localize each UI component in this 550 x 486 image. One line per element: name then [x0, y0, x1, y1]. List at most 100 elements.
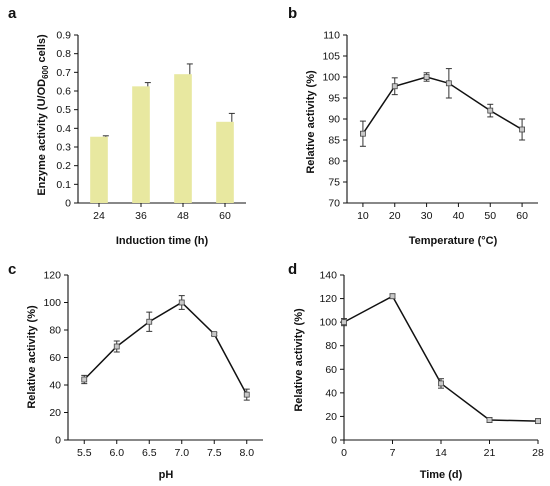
- panel-a-y-tick-label: 0.9: [56, 30, 71, 42]
- panel-b-data-point: [423, 74, 430, 80]
- panel-a-x-tick-label: 60: [219, 210, 231, 222]
- panel-d-x-tick-label: 7: [390, 447, 396, 459]
- panel-c-y-tick-label: 20: [49, 407, 61, 419]
- panel-b-y-tick-label: 90: [328, 114, 340, 126]
- panel-a-bar: [90, 136, 108, 203]
- panel-a-y-tick-label: 0.2: [56, 160, 71, 172]
- panel-d-x-tick-label: 28: [532, 447, 544, 459]
- panel-d-marks: 0 20 40 60 80 100 120 140 0 7 14 21 28: [319, 270, 544, 460]
- panel-b-data-point: [519, 126, 525, 133]
- panel-b-y-tick-label: 70: [328, 198, 340, 210]
- panel-c-data-point: [81, 376, 88, 383]
- panel-c-x-tick-label: 6.5: [142, 447, 157, 459]
- panel-a-y-tick-label: 0.4: [56, 123, 71, 135]
- panel-b-x-tick-label: 40: [453, 210, 465, 222]
- panel-c-data-point: [178, 299, 185, 306]
- panel-c-y-tick-label: 80: [49, 325, 61, 337]
- panel-b-y-tick-label: 85: [328, 135, 340, 147]
- panel-c-y-tick-label: 100: [43, 297, 61, 309]
- panel-c-y-tick-label: 120: [43, 270, 61, 282]
- panel-b-y-tick-label: 105: [322, 51, 340, 63]
- panel-a-bar: [174, 74, 192, 203]
- panel-a-y-tick-label: 0.3: [56, 142, 71, 154]
- panel-d-x-tick-label: 21: [484, 447, 496, 459]
- panel-b-y-axis-title: Relative activity (%): [305, 70, 317, 174]
- panel-a-y-tick-label: 0.7: [56, 67, 71, 79]
- panel-b-x-tick-label: 10: [357, 210, 369, 222]
- panel-a-y-tick-label: 0.6: [56, 86, 71, 98]
- panel-b-temperature-line-chart: b 70 75 80 85 90 95 100 105 110 10 20 30 40 50 60 Temp…: [288, 5, 538, 247]
- panel-d-data-point: [486, 417, 493, 423]
- panel-a-x-tick-label: 24: [93, 210, 105, 222]
- panel-d-time-line-chart: d 0 20 40 60 80 100 120 140 0 7 14 21 28 Time (d) Re…: [288, 261, 544, 481]
- panel-b-x-tick-label: 30: [421, 210, 433, 222]
- panel-a-enzyme-activity-bar-chart: a 0 0.1 0.2 0.3 0.4 0.5 0.6 0.7 0.8 0.9 24 36 48 60 I…: [8, 5, 246, 247]
- panel-c-data-point: [211, 331, 218, 338]
- panel-c-data-point: [243, 391, 250, 398]
- panel-d-x-axis-title: Time (d): [420, 469, 463, 481]
- panel-c-data-point: [146, 318, 153, 325]
- panel-b-x-tick-label: 20: [389, 210, 401, 222]
- panel-d-y-tick-label: 0: [331, 435, 337, 447]
- panel-c-y-axis-title: Relative activity (%): [26, 305, 38, 409]
- panel-a-marks: 0 0.1 0.2 0.3 0.4 0.5 0.6 0.7 0.8 0.9 24 36 48 60: [56, 30, 246, 222]
- panel-c-x-tick-label: 7.0: [174, 447, 189, 459]
- panel-c-marks: 0 20 40 60 80 100 120 5.5 6.0 6.5 7.0 7.5 8.0: [43, 270, 263, 459]
- panel-c-x-axis-title: pH: [159, 469, 174, 481]
- panel-a-y-axis-title-subscript: 600: [41, 65, 50, 79]
- panel-b-y-tick-label: 100: [322, 72, 340, 84]
- panel-a-y-tick-label: 0: [65, 198, 71, 210]
- panel-d-data-point: [438, 380, 444, 387]
- panel-letter-b: b: [288, 5, 297, 22]
- panel-a-x-tick-label: 36: [135, 210, 147, 222]
- panel-d-data-point: [535, 418, 541, 425]
- panel-c-x-tick-label: 7.5: [207, 447, 222, 459]
- panel-b-series-line: [362, 76, 523, 135]
- panel-d-y-tick-label: 140: [319, 270, 337, 282]
- panel-a-y-tick-label: 0.1: [56, 179, 71, 191]
- panel-d-y-tick-label: 20: [325, 411, 337, 423]
- panel-d-y-tick-label: 120: [319, 293, 337, 305]
- panel-a-y-axis-title-main: Enzyme activity (U/OD: [36, 79, 48, 196]
- panel-a-bar: [132, 86, 150, 203]
- panel-letter-c: c: [8, 261, 16, 278]
- panel-d-data-point: [341, 319, 347, 326]
- panel-d-x-tick-label: 0: [341, 447, 347, 459]
- panel-b-data-point: [360, 130, 366, 137]
- panel-b-x-tick-label: 50: [484, 210, 496, 222]
- panel-a-x-tick-label: 48: [177, 210, 189, 222]
- panel-c-y-tick-label: 60: [49, 352, 61, 364]
- panel-b-data-point: [445, 80, 452, 87]
- panel-c-x-tick-label: 8.0: [239, 447, 254, 459]
- panel-letter-a: a: [8, 5, 17, 22]
- panel-c-x-tick-label: 6.0: [109, 447, 124, 459]
- panel-b-marks: 70 75 80 85 90 95 100 105 110 10 20 30 40 50 60: [322, 30, 538, 222]
- panel-a-y-axis-title: Enzyme activity (U/OD600 cells): [36, 34, 50, 196]
- panel-b-y-tick-label: 95: [328, 93, 340, 105]
- panel-b-data-point: [487, 107, 494, 114]
- panel-c-ph-line-chart: c 0 20 40 60 80 100 120 5.5 6.0 6.5 7.0 7.5 8.0 pH R…: [8, 261, 263, 481]
- panel-b-y-tick-label: 75: [328, 177, 340, 189]
- panel-d-y-tick-label: 60: [325, 364, 337, 376]
- panel-a-bar: [216, 121, 234, 203]
- panel-d-y-tick-label: 100: [319, 317, 337, 329]
- panel-b-data-point: [391, 83, 398, 90]
- panel-a-y-tick-label: 0.5: [56, 104, 71, 116]
- panel-letter-d: d: [288, 261, 297, 278]
- panel-c-series-line: [83, 301, 248, 395]
- panel-b-y-tick-label: 110: [323, 30, 340, 42]
- panel-a-y-tick-label: 0.8: [56, 48, 71, 60]
- panel-a-x-axis-title: Induction time (h): [116, 235, 209, 247]
- panel-b-x-axis-title: Temperature (°C): [409, 235, 498, 247]
- panel-d-y-tick-label: 40: [325, 387, 337, 399]
- panel-c-y-tick-label: 0: [55, 435, 61, 447]
- panel-d-x-tick-label: 14: [435, 447, 447, 459]
- panel-a-y-axis-title-tail: cells): [36, 34, 48, 66]
- panel-d-y-axis-title: Relative activity (%): [293, 308, 305, 412]
- panel-c-data-point: [113, 343, 120, 350]
- panel-d-data-point: [389, 293, 396, 300]
- panel-b-x-tick-label: 60: [516, 210, 528, 222]
- panel-c-y-tick-label: 40: [49, 380, 61, 392]
- panel-d-series-line: [343, 295, 539, 422]
